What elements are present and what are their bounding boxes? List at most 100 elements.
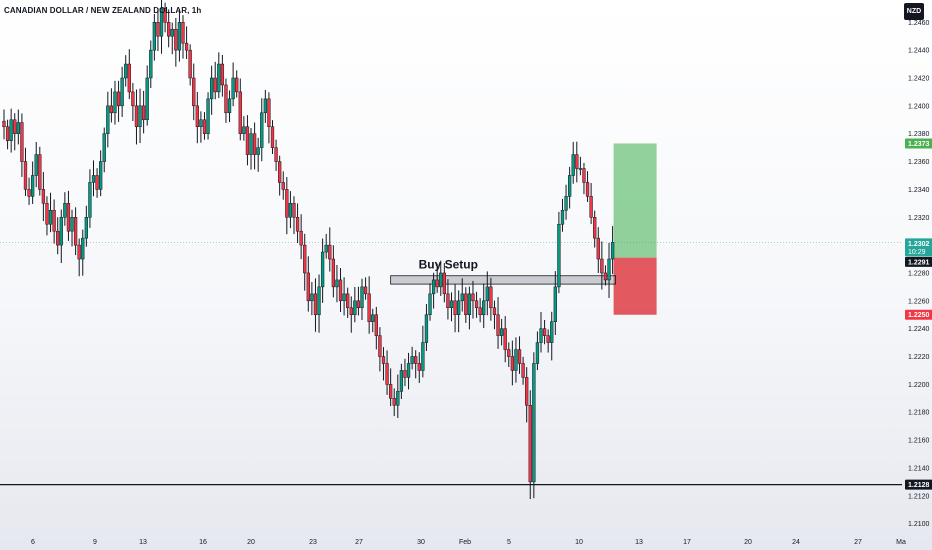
- candle-body: [589, 196, 593, 218]
- candle-body: [600, 258, 604, 274]
- candle-body: [560, 210, 565, 225]
- candle-body: [553, 286, 557, 322]
- candle-body: [174, 28, 178, 51]
- candle-body: [485, 286, 489, 302]
- target-price-label: 1.2373: [908, 141, 930, 148]
- candle-body: [263, 98, 267, 114]
- candle-body: [564, 196, 568, 211]
- candle-body: [23, 161, 28, 190]
- candle-body: [299, 230, 303, 246]
- candle-body: [120, 77, 124, 107]
- candle-body: [510, 356, 515, 371]
- y-tick-label: 1.2160: [908, 438, 930, 445]
- candle-body: [217, 63, 221, 93]
- stop-price-label-bg: [905, 309, 932, 320]
- candle-body: [13, 119, 17, 134]
- candle-body: [346, 293, 350, 309]
- countdown-label: 10:29: [908, 249, 926, 256]
- candle-body: [220, 63, 225, 86]
- candle-body: [256, 147, 260, 155]
- candle-body: [209, 77, 214, 100]
- x-tick-label: 17: [683, 539, 691, 546]
- x-tick-label: 23: [309, 539, 317, 546]
- candle-body: [406, 363, 411, 378]
- candle-body: [188, 49, 192, 79]
- x-tick-label: 10: [575, 539, 583, 546]
- candle-body: [421, 342, 425, 371]
- candle-body: [159, 8, 164, 37]
- chart-title: CANADIAN DOLLAR / NEW ZEALAND DOLLAR, 1h: [4, 6, 202, 15]
- setup-zone-box: [390, 275, 617, 285]
- candle-body: [331, 258, 336, 288]
- candle-body: [141, 105, 146, 121]
- candle-body: [88, 182, 92, 218]
- candle-body: [2, 120, 6, 127]
- target-zone: [613, 143, 657, 258]
- candle-body: [285, 189, 289, 218]
- candle-body: [260, 112, 264, 148]
- y-tick-label: 1.2460: [908, 20, 930, 27]
- candle-body: [435, 279, 439, 288]
- candle-body: [439, 272, 443, 288]
- candles-layer: [2, 0, 615, 500]
- stop-price-label: 1.2250: [908, 312, 930, 319]
- x-tick-label: 16: [199, 539, 207, 546]
- candle-body: [5, 126, 10, 141]
- candle-body: [195, 105, 199, 127]
- x-tick-label: 27: [355, 539, 363, 546]
- candle-body: [163, 8, 167, 23]
- y-tick-label: 1.2140: [908, 465, 930, 472]
- candle-body: [41, 189, 46, 204]
- target-price-label-bg: [905, 138, 932, 149]
- candle-body: [371, 314, 375, 322]
- y-tick-label: 1.2180: [908, 410, 930, 417]
- candle-body: [184, 42, 189, 51]
- candle-body: [514, 349, 518, 371]
- candle-body: [177, 22, 182, 51]
- candle-body: [81, 237, 85, 260]
- currency-button[interactable]: NZD: [904, 3, 924, 20]
- stop-zone: [613, 257, 657, 315]
- candle-body: [91, 175, 96, 183]
- candle-body: [471, 293, 475, 302]
- candle-body: [378, 335, 382, 357]
- candle-body: [295, 217, 300, 232]
- candle-body: [610, 242, 615, 260]
- candle-body: [478, 307, 482, 315]
- candle-body: [521, 363, 525, 378]
- candle-body: [474, 300, 479, 309]
- entry-price-label: 1.2291: [908, 259, 930, 266]
- candle-body: [9, 119, 13, 141]
- candle-body: [238, 91, 242, 134]
- candle-body: [585, 182, 590, 197]
- candle-body: [550, 321, 554, 343]
- candle-body: [167, 22, 171, 37]
- candle-body: [303, 244, 307, 274]
- candle-body: [324, 244, 328, 253]
- x-tick-label: Ma: [896, 539, 906, 546]
- candle-body: [381, 356, 386, 364]
- price-axis: 1.24601.24401.24201.24001.23801.23601.23…: [908, 20, 930, 528]
- candle-body: [70, 217, 74, 232]
- x-tick-label: 20: [247, 539, 255, 546]
- candle-body: [52, 210, 56, 232]
- candle-body: [546, 335, 550, 343]
- y-tick-label: 1.2340: [908, 187, 930, 194]
- y-tick-label: 1.2320: [908, 215, 930, 222]
- candle-body: [34, 154, 38, 176]
- candle-body: [59, 217, 63, 246]
- candle-body: [582, 168, 586, 183]
- candle-body: [578, 168, 583, 170]
- candle-body: [567, 175, 572, 197]
- candle-body: [385, 363, 389, 385]
- candle-body: [367, 293, 371, 322]
- candle-body: [403, 370, 407, 378]
- candle-body: [496, 314, 500, 336]
- candle-body: [575, 154, 579, 169]
- candle-body: [109, 105, 114, 114]
- buy-setup-annotation: Buy Setup: [419, 258, 478, 272]
- candle-body: [338, 279, 343, 302]
